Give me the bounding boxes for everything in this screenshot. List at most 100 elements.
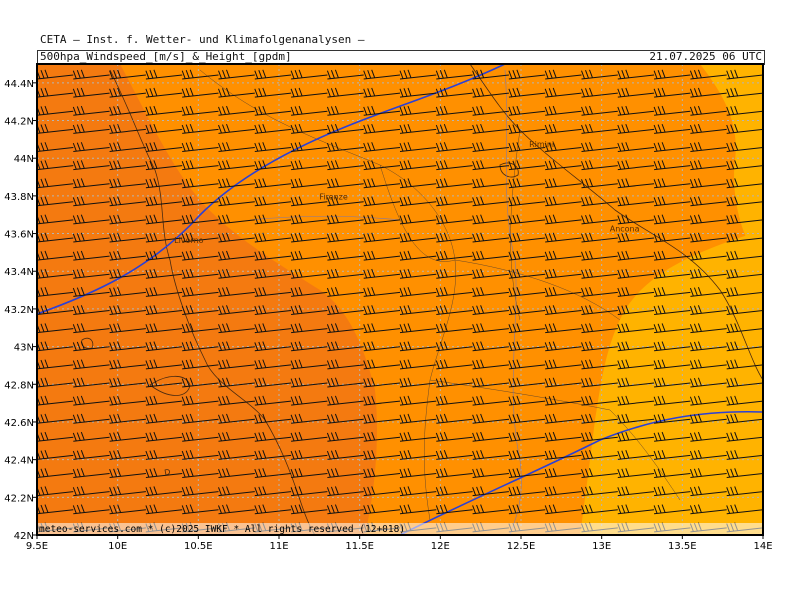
wind-barb — [435, 286, 473, 297]
wind-barb — [363, 105, 401, 116]
y-tick-label: 42.6N — [4, 418, 34, 429]
wind-barb — [218, 431, 255, 442]
wind-barb — [544, 359, 582, 370]
wind-barb — [762, 179, 763, 188]
wind-barb — [399, 105, 437, 116]
wind-barb — [726, 87, 763, 98]
wind-barb — [617, 431, 655, 442]
wind-barb — [581, 305, 618, 315]
wind-barb — [363, 232, 401, 243]
wind-barb — [508, 431, 546, 442]
wind-barb — [544, 305, 582, 315]
y-tick-label: 44.4N — [4, 79, 34, 90]
wind-barb — [72, 504, 110, 515]
wind-barb — [72, 250, 110, 261]
wind-barb — [218, 250, 255, 261]
wind-barb — [762, 269, 763, 279]
wind-barb — [508, 232, 546, 243]
wind-barb — [653, 341, 691, 352]
wind-barb — [326, 486, 364, 497]
wind-barb — [254, 178, 292, 189]
x-tick-label: 14E — [753, 541, 772, 552]
wind-barb — [617, 214, 655, 225]
wind-barb — [617, 305, 655, 315]
wind-barb — [581, 69, 618, 80]
wind-barb — [581, 268, 618, 279]
wind-barb — [472, 431, 509, 442]
wind-barb — [181, 431, 219, 442]
wind-barb — [435, 178, 473, 189]
wind-barb — [254, 123, 292, 134]
wind-barb — [181, 232, 219, 243]
wind-barb — [72, 305, 110, 315]
wind-barb — [254, 286, 292, 297]
wind-barb — [326, 305, 364, 315]
wind-barb — [254, 395, 292, 406]
wind-barb — [762, 378, 763, 387]
wind-barb — [290, 214, 328, 225]
wind-barb — [72, 123, 110, 134]
wind-barb — [689, 305, 727, 315]
wind-barb — [363, 359, 401, 370]
wind-barb — [218, 142, 255, 152]
wind-barb — [508, 87, 546, 98]
wind-barb — [653, 305, 691, 315]
wind-barb — [762, 88, 763, 98]
wind-barb — [508, 105, 546, 116]
wind-barb — [472, 105, 509, 116]
wind-barb — [689, 468, 727, 479]
wind-barb — [37, 87, 74, 98]
wind-barb — [762, 469, 763, 478]
plot-frame — [36, 63, 764, 536]
wind-barb — [326, 250, 364, 261]
wind-barb — [326, 323, 364, 334]
wind-barb — [508, 123, 546, 134]
wind-barb — [726, 196, 763, 207]
wind-barb — [181, 105, 219, 116]
wind-barb — [399, 395, 437, 406]
wind-barb — [726, 305, 763, 315]
wind-barb — [109, 142, 146, 152]
wind-barb — [726, 142, 763, 152]
wind-barb — [72, 395, 110, 406]
wind-barb — [617, 87, 655, 98]
wind-barb — [145, 395, 183, 406]
wind-barb — [617, 196, 655, 207]
wind-barb — [435, 341, 473, 352]
wind-barb — [617, 268, 655, 279]
wind-barb — [181, 468, 219, 479]
wind-barb — [37, 395, 74, 406]
wind-barb — [363, 504, 401, 515]
wind-barb — [689, 69, 727, 80]
x-tick-label: 11.5E — [345, 541, 374, 552]
wind-barb — [544, 431, 582, 442]
wind-barb — [181, 214, 219, 225]
wind-barb — [72, 214, 110, 225]
wind-barb — [290, 123, 328, 134]
wind-barb — [581, 377, 618, 388]
wind-barb — [72, 286, 110, 297]
wind-barb — [472, 323, 509, 334]
wind-barb — [363, 377, 401, 388]
wind-barb — [689, 178, 727, 189]
wind-barb — [508, 268, 546, 279]
wind-barb — [435, 214, 473, 225]
y-tick-label: 42N — [14, 531, 34, 542]
wind-barb — [689, 431, 727, 442]
wind-barb — [145, 286, 183, 297]
wind-barb — [689, 142, 727, 152]
wind-barb — [181, 395, 219, 406]
copyright-footer: meteo-services.com * (c)2025 IWKF * All … — [39, 524, 405, 535]
wind-barb — [363, 268, 401, 279]
wind-barb — [762, 106, 763, 116]
wind-barb — [290, 359, 328, 370]
wind-barb — [689, 413, 727, 424]
wind-barb — [363, 450, 401, 460]
wind-barb — [726, 69, 763, 80]
wind-barb — [145, 87, 183, 98]
wind-barb — [109, 468, 146, 479]
wind-barb — [435, 105, 473, 116]
wind-barb — [218, 413, 255, 424]
wind-barb — [145, 178, 183, 189]
wind-barb — [290, 268, 328, 279]
